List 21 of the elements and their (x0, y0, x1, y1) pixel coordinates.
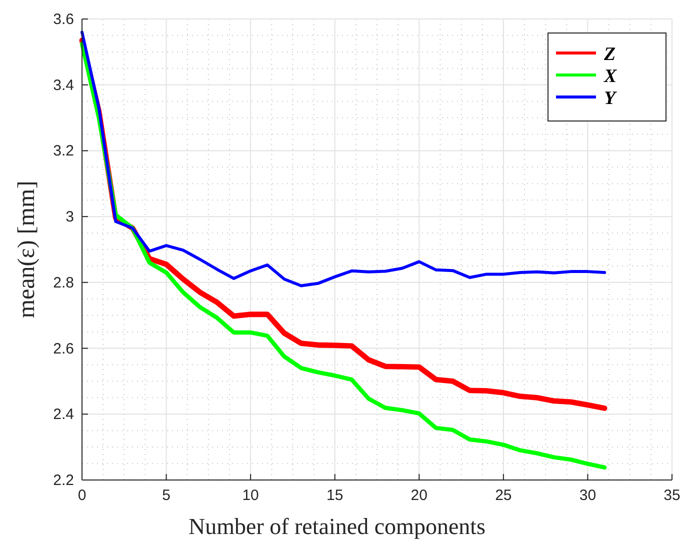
y-tick-label: 2.8 (53, 274, 74, 292)
x-tick-label: 5 (162, 487, 170, 504)
x-tick-label: 35 (664, 487, 680, 504)
x-tick-label: 10 (242, 487, 259, 504)
y-tick-label: 3.4 (53, 76, 74, 94)
y-tick-label: 3 (66, 208, 74, 226)
x-tick-label: 20 (410, 487, 428, 504)
legend-label: Z (603, 44, 616, 65)
x-tick-label: 25 (495, 487, 512, 504)
y-tick-label: 3.2 (53, 142, 74, 160)
y-tick-label: 2.6 (53, 340, 74, 358)
x-tick-label: 0 (78, 487, 86, 504)
legend-label: X (603, 66, 618, 87)
x-axis-title: Number of retained components (188, 514, 486, 539)
y-tick-label: 2.4 (53, 406, 74, 424)
y-tick-label: 2.2 (53, 472, 74, 489)
x-tick-label: 30 (579, 487, 596, 504)
y-tick-label: 3.6 (53, 11, 74, 28)
legend-label: Y (604, 88, 618, 109)
y-axis-title: mean(ε) [mm] (14, 180, 40, 318)
x-tick-label: 15 (326, 487, 344, 504)
